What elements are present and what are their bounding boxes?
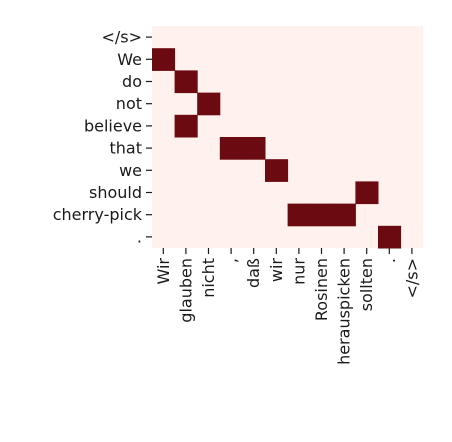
x-axis: Wir glauben nicht, daß wir nur Rosinen herauspi… [154, 248, 421, 365]
heatmap-cell [219, 137, 243, 160]
heatmap-cell [332, 203, 356, 227]
x-tick-label: </s> [402, 258, 421, 299]
y-tick-label: that [110, 139, 143, 158]
heatmap-cell [265, 159, 289, 182]
heatmap-cell [378, 225, 402, 249]
x-tick-label: daß [244, 258, 263, 288]
y-tick-label: </s> [101, 28, 142, 47]
x-tick-label: sollten [357, 258, 376, 311]
heatmap-cell [152, 48, 176, 71]
x-tick-label: . [380, 258, 399, 263]
y-tick-label: We [117, 50, 142, 69]
x-tick-label: Wir [154, 258, 173, 285]
y-tick-label: do [122, 72, 142, 91]
y-axis: </s> We do not believe that we should cherry-pic… [53, 28, 152, 246]
y-tick-label: we [119, 161, 142, 180]
heatmap-cell [242, 137, 266, 160]
y-tick-label: believe [84, 116, 142, 135]
heatmap-cell [174, 70, 198, 94]
heatmap-cells [152, 48, 402, 249]
heatmap-cell [355, 181, 379, 205]
x-tick-label: nicht [199, 258, 218, 298]
x-tick-label: wir [267, 258, 286, 283]
heatmap-cell [287, 203, 311, 227]
x-tick-label: , [222, 258, 241, 263]
x-tick-label: nur [289, 258, 308, 285]
heatmap-cell [197, 92, 221, 116]
x-tick-label: herauspicken [335, 258, 354, 365]
heatmap-cell [174, 114, 198, 138]
y-tick-label: should [89, 183, 142, 202]
x-tick-label: Rosinen [312, 258, 331, 321]
x-tick-label: glauben [176, 258, 195, 323]
y-tick-label: . [137, 227, 142, 246]
heatmap-cell [310, 203, 334, 227]
y-tick-label: not [116, 94, 142, 113]
y-tick-label: cherry-pick [53, 205, 143, 224]
